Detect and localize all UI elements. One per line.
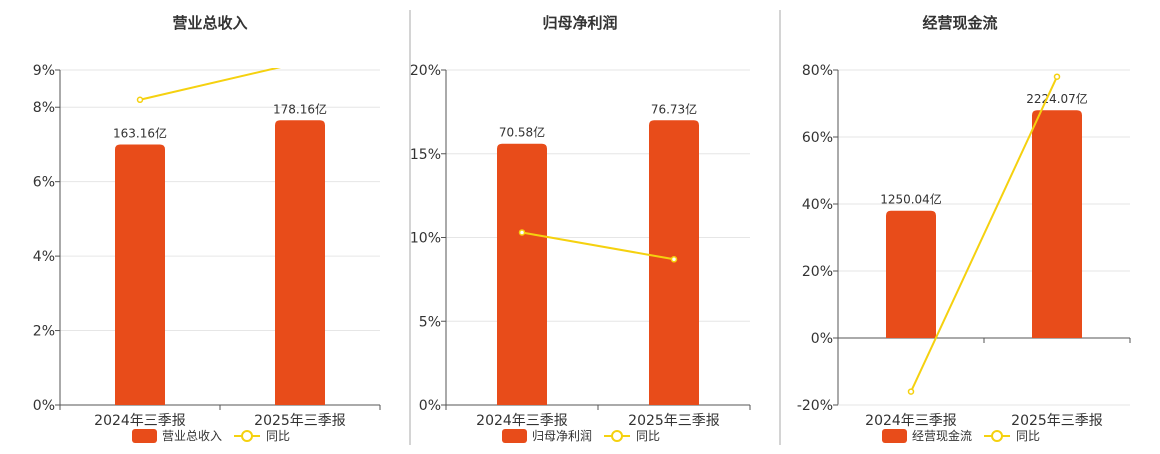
yoy-point: [136, 96, 144, 104]
y-tick-label: 8%: [33, 100, 55, 116]
x-category-label: 2025年三季报: [628, 413, 720, 429]
chart-title: 营业总收入: [172, 14, 247, 32]
bar: [886, 210, 936, 338]
y-tick-label: 60%: [802, 130, 833, 146]
y-tick-label: 0%: [33, 398, 55, 414]
bar: [497, 143, 547, 405]
legend: 归母净利润 同比: [502, 429, 660, 443]
y-tick-label: 4%: [33, 249, 55, 265]
bar-data-label: 76.73亿: [651, 101, 697, 116]
y-tick-label: 6%: [33, 175, 55, 191]
y-tick-label: 0%: [419, 398, 441, 414]
bar-data-label: 1250.04亿: [880, 192, 942, 207]
bar: [115, 144, 165, 405]
legend-bar-swatch: [882, 429, 907, 443]
yoy-line: [910, 76, 1058, 393]
chart-title: 归母净利润: [542, 14, 617, 32]
legend-bar-swatch: [132, 429, 157, 443]
y-tick-label: 15%: [410, 147, 441, 163]
bar-data-label: 163.16亿: [113, 125, 167, 140]
y-tick-label: 0%: [811, 331, 833, 347]
x-category-label: 2024年三季报: [476, 413, 568, 429]
legend-line-marker: [991, 430, 1004, 442]
chart-panel-2: 归母净利润 0% 5% 10% 15% 20% 70.58亿 76.73亿 2024年三季报 20…: [410, 14, 751, 443]
bar: [275, 120, 325, 405]
y-tick-label: -20%: [797, 398, 833, 414]
yoy-line: [521, 231, 675, 261]
legend: 营业总收入 同比: [132, 429, 290, 443]
x-category-label: 2024年三季报: [94, 413, 186, 429]
legend-bar-label: 归母净利润: [532, 429, 592, 443]
x-category-label: 2024年三季报: [865, 413, 957, 429]
yoy-point: [1053, 73, 1061, 80]
y-tick-label: 10%: [410, 231, 441, 247]
y-tick-label: 20%: [410, 63, 441, 79]
legend-bar-swatch: [502, 429, 527, 443]
y-tick-label: 80%: [802, 63, 833, 79]
legend-line-label: 同比: [1016, 429, 1040, 443]
bar-data-label: 178.16亿: [273, 101, 327, 116]
yoy-point: [518, 229, 526, 236]
yoy-point: [907, 388, 915, 395]
bar: [1032, 110, 1082, 338]
legend-bar-label: 营业总收入: [162, 429, 222, 443]
bar-data-label: 70.58亿: [499, 125, 545, 140]
legend-bar-label: 经营现金流: [912, 428, 972, 443]
bar-data-label: 2224.07亿: [1026, 91, 1088, 106]
chart-title: 经营现金流: [922, 14, 997, 32]
chart-panel-1: 营业总收入 0% 2% 4% 6% 8% 9% 163.16亿 178.16亿 2024年三季报 2…: [33, 14, 381, 443]
y-tick-label: 5%: [419, 314, 441, 330]
legend: 经营现金流 同比: [882, 428, 1040, 443]
y-tick-label: 2%: [33, 324, 55, 340]
y-tick-label: 20%: [802, 264, 833, 280]
legend-line-marker: [611, 430, 624, 442]
yoy-line: [139, 68, 282, 101]
legend-line-label: 同比: [636, 429, 660, 443]
y-tick-label: 9%: [33, 63, 55, 79]
legend-line-marker: [241, 430, 254, 442]
x-category-label: 2025年三季报: [254, 413, 346, 429]
legend-line-label: 同比: [266, 429, 290, 443]
bar: [649, 120, 699, 405]
chart-panel-3: 经营现金流 -20% 0% 20% 40% 60% 80% 1250.04亿 2224.07亿 2…: [797, 14, 1131, 443]
x-category-label: 2025年三季报: [1011, 413, 1103, 429]
y-tick-label: 40%: [802, 197, 833, 213]
yoy-point: [670, 256, 678, 263]
